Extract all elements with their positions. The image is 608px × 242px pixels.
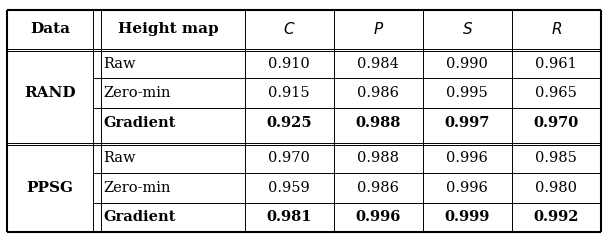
Text: Gradient: Gradient (103, 211, 176, 224)
Text: 0.988: 0.988 (357, 151, 399, 165)
Text: 0.990: 0.990 (446, 57, 488, 70)
Text: 0.996: 0.996 (356, 211, 401, 224)
Text: 0.910: 0.910 (268, 57, 310, 70)
Text: 0.970: 0.970 (268, 151, 310, 165)
Text: Gradient: Gradient (103, 116, 176, 130)
Text: 0.986: 0.986 (357, 86, 399, 100)
Text: $\mathit{R}$: $\mathit{R}$ (551, 21, 562, 37)
Text: 0.970: 0.970 (534, 116, 579, 130)
Text: 0.986: 0.986 (357, 181, 399, 195)
Text: 0.984: 0.984 (358, 57, 399, 70)
Text: $\mathit{P}$: $\mathit{P}$ (373, 21, 384, 37)
Text: 0.988: 0.988 (356, 116, 401, 130)
Text: Raw: Raw (103, 57, 136, 70)
Text: Height map: Height map (119, 22, 219, 36)
Text: 0.999: 0.999 (444, 211, 490, 224)
Text: 0.995: 0.995 (446, 86, 488, 100)
Text: 0.985: 0.985 (535, 151, 577, 165)
Text: 0.981: 0.981 (266, 211, 312, 224)
Text: RAND: RAND (24, 86, 76, 100)
Text: 0.959: 0.959 (268, 181, 310, 195)
Text: 0.965: 0.965 (535, 86, 577, 100)
Text: 0.961: 0.961 (535, 57, 577, 70)
Text: PPSG: PPSG (26, 181, 74, 195)
Text: 0.980: 0.980 (535, 181, 577, 195)
Text: 0.996: 0.996 (446, 181, 488, 195)
Text: $\mathit{S}$: $\mathit{S}$ (461, 21, 473, 37)
Text: Zero-min: Zero-min (103, 86, 171, 100)
Text: 0.997: 0.997 (444, 116, 490, 130)
Text: 0.992: 0.992 (533, 211, 579, 224)
Text: Zero-min: Zero-min (103, 181, 171, 195)
Text: 0.925: 0.925 (266, 116, 312, 130)
Text: Data: Data (30, 22, 70, 36)
Text: 0.915: 0.915 (268, 86, 310, 100)
Text: 0.996: 0.996 (446, 151, 488, 165)
Text: $\mathit{C}$: $\mathit{C}$ (283, 21, 295, 37)
Text: Raw: Raw (103, 151, 136, 165)
